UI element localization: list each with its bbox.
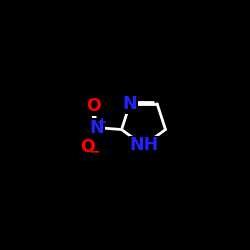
Text: NH: NH <box>130 136 159 154</box>
Text: N: N <box>123 95 137 113</box>
Text: N: N <box>89 118 104 136</box>
Text: O: O <box>86 98 101 116</box>
Text: O: O <box>80 138 95 156</box>
Text: −: − <box>88 144 100 158</box>
Text: +: + <box>96 116 107 129</box>
